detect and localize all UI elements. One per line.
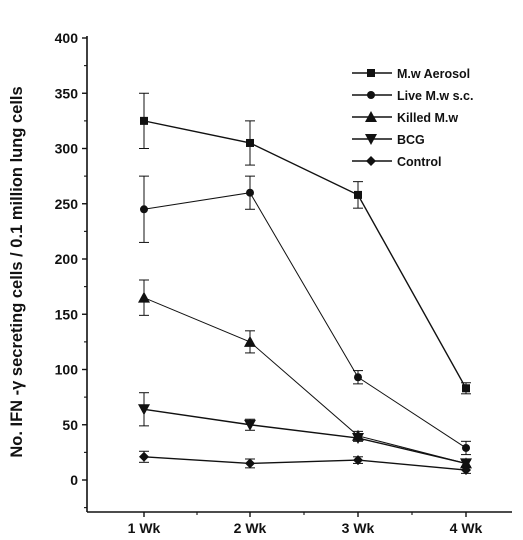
legend-label: Live M.w s.c. — [397, 89, 473, 103]
y-tick-label: 150 — [55, 306, 79, 322]
legend-item: M.w Aerosol — [352, 67, 470, 81]
marker-circle — [246, 188, 254, 197]
y-tick-label: 350 — [55, 85, 79, 101]
series-line — [143, 192, 467, 449]
y-tick-label: 250 — [55, 196, 79, 212]
legend-item: Killed M.w — [352, 111, 458, 125]
legend-item: Live M.w s.c. — [352, 89, 473, 103]
marker-diamond — [139, 451, 149, 462]
series-bcg — [138, 392, 472, 470]
series-m-w-aerosol — [139, 92, 471, 395]
marker-triangle-down — [138, 404, 150, 416]
legend-item: Control — [352, 155, 441, 169]
legend-label: Control — [397, 155, 441, 169]
marker-triangle-down — [460, 458, 472, 470]
legend: M.w Aerosol Live M.w s.c. Killed M.w BCG Con… — [352, 67, 473, 169]
marker-circle — [367, 91, 375, 99]
marker-diamond — [353, 455, 363, 466]
marker-triangle-down — [352, 433, 364, 445]
marker-circle — [354, 373, 362, 382]
legend-label: BCG — [397, 133, 425, 147]
series-line — [143, 120, 467, 389]
marker-triangle-up — [138, 291, 150, 303]
marker-circle — [462, 443, 470, 452]
marker-triangle-down — [365, 134, 377, 145]
marker-diamond — [245, 458, 255, 469]
series-line — [143, 456, 467, 471]
axes: 0 50 100 150 200 250 300 350 400 1 Wk 2 Wk 3 Wk 4 Wk — [55, 30, 512, 536]
marker-triangle-up — [244, 335, 256, 347]
y-tick-label: 200 — [55, 251, 79, 267]
marker-square — [462, 384, 470, 393]
x-tick-label: 1 Wk — [128, 520, 161, 536]
legend-label: Killed M.w — [397, 111, 458, 125]
y-tick-label: 400 — [55, 30, 79, 46]
marker-triangle-up — [365, 111, 377, 122]
x-tick-label: 4 Wk — [450, 520, 483, 536]
series-line — [143, 297, 467, 464]
marker-square — [367, 69, 375, 77]
marker-triangle-down — [244, 419, 256, 431]
marker-square — [354, 190, 362, 199]
marker-square — [246, 138, 254, 147]
series-layer — [138, 92, 472, 476]
legend-label: M.w Aerosol — [397, 67, 470, 81]
y-axis-title: No. IFN -γ secreting cells / 0.1 million… — [8, 86, 26, 457]
legend-item: BCG — [352, 133, 425, 147]
y-tick-label: 0 — [70, 472, 78, 488]
x-tick-label: 3 Wk — [342, 520, 375, 536]
series-control — [139, 450, 471, 476]
y-tick-label: 50 — [62, 417, 78, 433]
x-tick-label: 2 Wk — [234, 520, 267, 536]
marker-diamond — [461, 465, 471, 476]
marker-square — [140, 116, 148, 125]
series-live-m-w-s-c — [139, 175, 471, 456]
marker-circle — [140, 205, 148, 214]
series-line — [143, 408, 467, 465]
marker-diamond — [366, 156, 376, 166]
y-tick-label: 300 — [55, 141, 79, 157]
y-tick-label: 100 — [55, 362, 79, 378]
